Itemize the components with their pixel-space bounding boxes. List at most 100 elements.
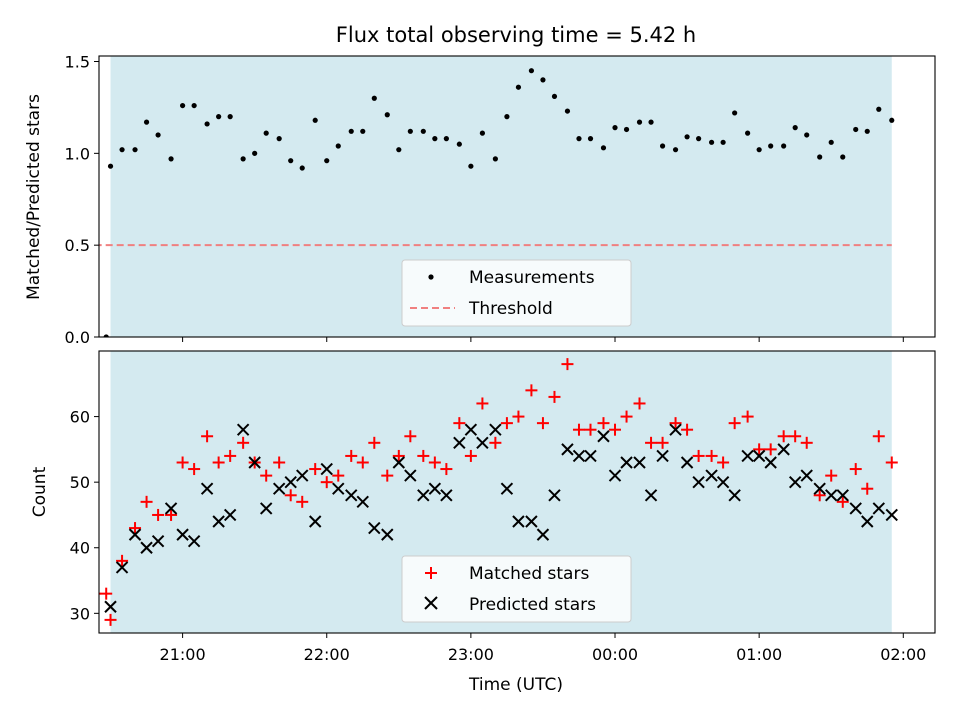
measurement-point <box>384 112 390 118</box>
x-axis-label: Time (UTC) <box>468 675 563 695</box>
predicted-star-marker <box>536 528 550 541</box>
predicted-star-marker <box>561 443 574 456</box>
matched-star-marker <box>705 449 718 462</box>
measurement-point <box>804 132 810 138</box>
predicted-star-marker <box>836 489 849 502</box>
matched-star-marker <box>717 456 730 469</box>
legend-measurements-marker <box>428 274 434 280</box>
matched-star-marker <box>825 469 838 482</box>
measurement-point <box>407 128 413 134</box>
legend-threshold-label: Threshold <box>468 299 553 319</box>
predicted-star-marker <box>512 515 525 528</box>
measurement-point <box>840 154 846 160</box>
measurement-point <box>492 156 498 162</box>
measurement-point <box>288 158 294 164</box>
predicted-star-marker <box>176 528 189 541</box>
predicted-star-marker <box>620 456 633 469</box>
y-tick-label: 60 <box>70 408 90 427</box>
matched-star-marker <box>584 423 597 436</box>
predicted-star-marker <box>656 449 669 463</box>
bottom-y-axis-label: Count <box>30 466 50 517</box>
measurement-point <box>456 141 462 147</box>
predicted-star-marker <box>825 489 838 502</box>
matched-star-marker <box>548 390 561 403</box>
predicted-star-marker <box>644 489 658 502</box>
matched-star-marker <box>104 613 117 626</box>
measurement-point <box>360 128 366 134</box>
predicted-star-marker <box>777 443 790 456</box>
predicted-star-marker <box>548 489 561 502</box>
measurement-point <box>540 77 546 83</box>
legend-matched-marker <box>425 567 437 579</box>
y-tick-label: 1.0 <box>65 144 90 163</box>
x-tick-label: 23:00 <box>448 645 494 664</box>
predicted-star-marker <box>800 469 813 482</box>
bottom-axes-frame <box>98 350 936 634</box>
measurement-point <box>155 132 161 138</box>
measurement-point <box>648 119 654 125</box>
matched-star-marker <box>836 495 849 508</box>
measurement-point <box>792 125 798 131</box>
matched-star-marker <box>800 436 813 449</box>
measurement-point <box>191 102 197 109</box>
matched-star-marker <box>476 397 489 410</box>
measurement-point <box>168 156 174 162</box>
predicted-star-marker <box>332 482 345 495</box>
matched-star-marker <box>404 430 417 443</box>
matched-star-marker <box>100 587 113 600</box>
matched-star-marker <box>273 456 286 469</box>
predicted-star-marker <box>272 482 286 495</box>
matched-star-marker <box>188 463 201 476</box>
predicted-star-marker <box>608 469 622 482</box>
measurement-point <box>587 136 594 142</box>
measurement-point <box>817 154 823 160</box>
predicted-star-marker <box>212 515 225 528</box>
predicted-star-marker <box>404 469 417 482</box>
measurement-point <box>708 139 715 145</box>
y-tick-label: 0.0 <box>65 328 90 347</box>
matched-star-marker <box>669 417 682 430</box>
measurement-point <box>853 126 859 133</box>
measurement-point <box>889 117 895 123</box>
matched-star-marker <box>500 417 513 430</box>
measurement-point <box>276 136 282 142</box>
predicted-star-marker <box>200 482 214 495</box>
matched-star-marker <box>525 384 538 397</box>
predicted-star-marker <box>788 475 802 489</box>
measurement-point <box>204 121 210 127</box>
matched-star-marker <box>320 476 333 489</box>
predicted-star-marker <box>128 528 142 541</box>
measurement-point <box>684 134 690 140</box>
measurement-point <box>420 128 426 134</box>
measurement-point <box>515 84 522 90</box>
predicted-star-marker <box>248 456 261 469</box>
predicted-star-marker <box>453 436 466 450</box>
predicted-star-marker <box>417 489 430 502</box>
predicted-star-marker <box>525 515 538 528</box>
matched-star-marker <box>861 482 874 495</box>
matched-star-marker <box>368 436 381 449</box>
predicted-star-marker <box>236 423 250 436</box>
matched-star-marker <box>849 463 862 476</box>
matched-star-marker <box>140 495 153 508</box>
matched-star-marker <box>536 417 549 430</box>
predicted-star-marker <box>140 541 153 554</box>
chart-title: Flux total observing time = 5.42 h <box>336 23 696 47</box>
measurement-point <box>576 136 582 142</box>
x-tick-label: 02:00 <box>880 645 926 664</box>
matched-star-marker <box>489 436 502 449</box>
measurement-point <box>564 108 571 114</box>
measurement-point <box>672 147 679 153</box>
predicted-star-marker <box>284 475 297 489</box>
predicted-star-marker <box>669 423 682 436</box>
matched-star-marker <box>152 508 165 521</box>
matched-star-marker <box>681 423 694 436</box>
x-tick-label: 01:00 <box>736 645 782 664</box>
predicted-star-marker <box>440 489 453 502</box>
measurement-point <box>227 114 233 120</box>
measurement-point <box>312 117 318 123</box>
matched-star-marker <box>116 554 129 567</box>
matched-star-marker <box>284 489 297 502</box>
bottom-y-axis: 30 40 50 60 <box>70 408 99 623</box>
x-tick-label: 21:00 <box>160 645 206 664</box>
